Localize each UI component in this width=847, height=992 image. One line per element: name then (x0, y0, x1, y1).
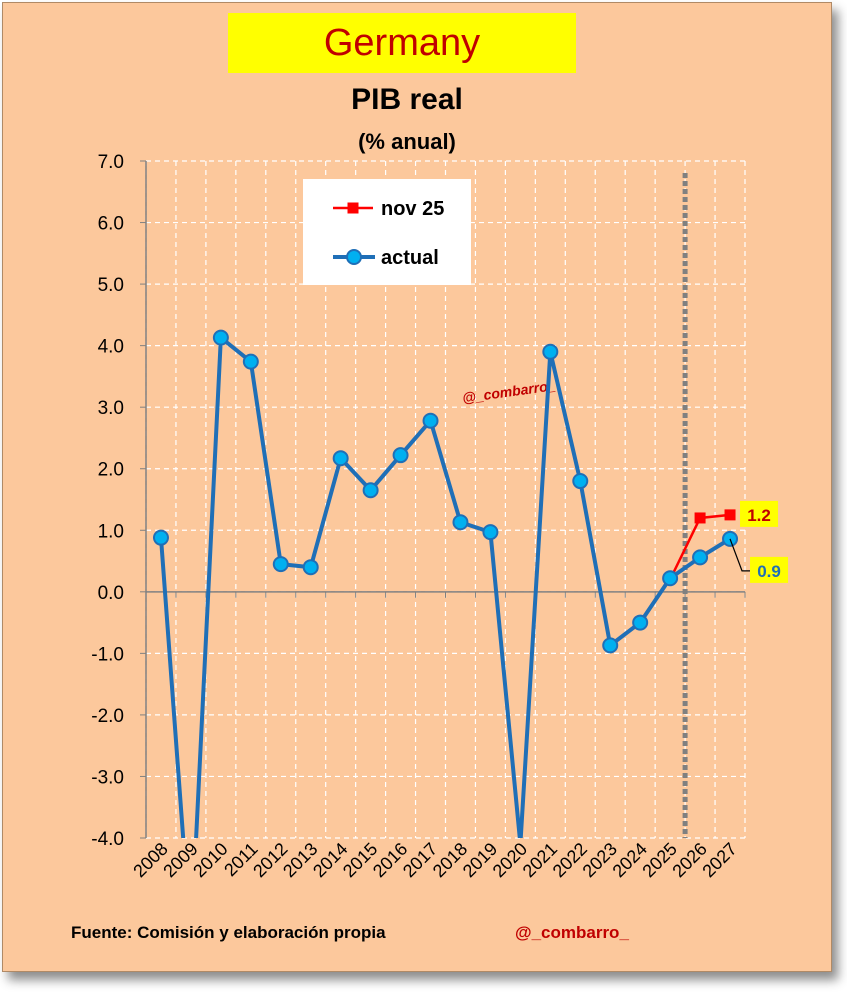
data-point-actual (272, 556, 289, 573)
end-label-box-forecast (740, 500, 779, 527)
legend-box (303, 179, 471, 285)
y-tick-label: 2.0 (98, 460, 124, 481)
end-label-leader (729, 538, 751, 572)
data-point-actual (452, 514, 469, 531)
chart-title: PIB real (351, 83, 463, 116)
y-tick-label: -1.0 (91, 644, 124, 665)
legend-marker-actual (346, 249, 362, 265)
data-point-actual (572, 473, 589, 490)
y-tick-label: 5.0 (98, 275, 124, 296)
country-title: Germany (228, 13, 576, 73)
legend-label-forecast: nov 25 (381, 198, 444, 220)
y-tick-label: 6.0 (98, 214, 124, 235)
y-tick-label: -3.0 (91, 767, 124, 788)
data-point-forecast (724, 509, 736, 521)
x-tick-label: 2027 (698, 839, 740, 881)
data-point-forecast (694, 512, 706, 524)
y-tick-label: 7.0 (98, 152, 124, 173)
data-point-actual (332, 450, 349, 467)
data-point-actual (422, 412, 439, 429)
legend-label-actual: actual (381, 247, 439, 269)
author-handle: @_combarro_ (515, 923, 629, 942)
y-tick-label: 3.0 (98, 398, 124, 419)
data-point-actual (482, 524, 499, 541)
legend-marker-forecast (347, 202, 359, 214)
end-label-forecast: 1.2 (747, 506, 771, 525)
data-point-actual (362, 482, 379, 499)
data-point-actual (632, 614, 649, 631)
y-tick-label: -2.0 (91, 706, 124, 727)
chart-subtitle: (% anual) (358, 129, 456, 154)
data-point-actual (602, 637, 619, 654)
chart-frame: Germany PIB real (% anual) 7.0 6.0 5.0 4.0 3… (2, 2, 832, 972)
data-point-actual (212, 329, 229, 346)
y-tick-label: 1.0 (98, 521, 124, 542)
data-point-actual (392, 447, 409, 464)
data-point-actual (662, 570, 679, 587)
data-point-actual (692, 549, 709, 566)
source-note: Fuente: Comisión y elaboración propia (71, 923, 386, 942)
y-tick-label: -4.0 (91, 829, 124, 850)
end-label-box-actual (750, 556, 789, 583)
y-tick-label: 4.0 (98, 337, 124, 358)
data-point-actual (542, 343, 559, 360)
line-chart: 7.0 6.0 5.0 4.0 3.0 2.0 1.0 0.0 -1.0 -2.0 -3.0 -4.0… (91, 152, 789, 881)
end-label-actual: 0.9 (757, 562, 781, 581)
data-point-actual (152, 529, 169, 546)
y-tick-label: 0.0 (98, 583, 124, 604)
data-point-actual (302, 559, 319, 576)
data-point-actual (242, 353, 259, 370)
